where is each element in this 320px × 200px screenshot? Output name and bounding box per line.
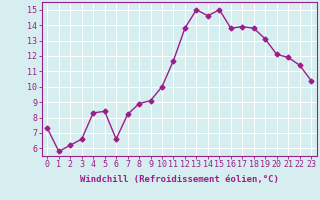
- X-axis label: Windchill (Refroidissement éolien,°C): Windchill (Refroidissement éolien,°C): [80, 175, 279, 184]
